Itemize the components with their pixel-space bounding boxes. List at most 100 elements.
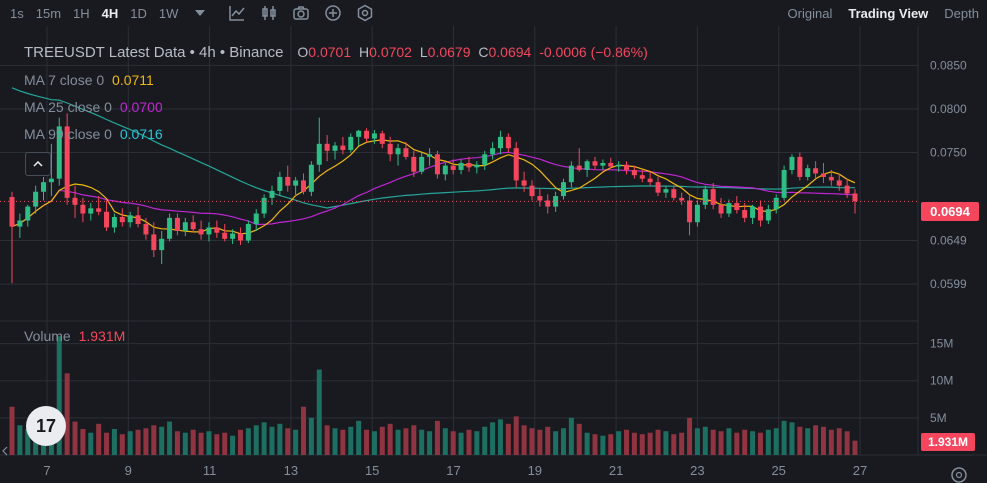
candle-body <box>584 161 590 170</box>
volume-bar <box>261 422 267 455</box>
volume-bar <box>198 432 204 455</box>
indicators-icon[interactable] <box>260 4 278 22</box>
volume-bar <box>592 434 598 455</box>
candle-body <box>513 148 519 181</box>
price-tick-label: 0.0850 <box>930 58 967 72</box>
candle-body <box>647 178 653 183</box>
price-tick-label: 0.0800 <box>930 102 967 116</box>
view-switcher: Original Trading View Depth <box>780 0 987 26</box>
volume-bar <box>781 420 787 455</box>
volume-bar <box>56 336 62 455</box>
volume-bar <box>820 426 826 455</box>
candle-body <box>293 180 299 186</box>
view-trading-view[interactable]: Trading View <box>848 5 929 21</box>
volume-bar <box>750 431 756 455</box>
volume-value: 1.931M <box>78 328 126 344</box>
candle-body <box>726 203 732 214</box>
candle-body <box>545 200 551 207</box>
volume-bar <box>25 429 31 455</box>
candle-body <box>119 217 125 223</box>
date-tick-label: 11 <box>203 463 217 478</box>
timeframe-toolbar: 1s 15m 1H 4H 1D 1W <box>0 0 987 26</box>
candle-body <box>466 162 472 168</box>
volume-bar <box>316 369 322 455</box>
volume-bar <box>206 431 212 455</box>
volume-bar <box>718 431 724 455</box>
candle-body <box>529 185 535 197</box>
date-tick-label: 7 <box>43 463 50 478</box>
candle-body <box>813 168 819 174</box>
timeframe-1w[interactable]: 1W <box>158 5 179 21</box>
volume-bar <box>497 419 503 455</box>
volume-bar <box>813 425 819 455</box>
view-original[interactable]: Original <box>787 5 833 21</box>
candle-body <box>96 208 102 212</box>
volume-bar <box>356 420 362 455</box>
low-label: L <box>419 44 428 60</box>
volume-bar <box>151 425 157 455</box>
volume-bar <box>576 423 582 455</box>
candle-body <box>88 208 94 214</box>
tradingview-logo[interactable]: 17 <box>26 406 66 446</box>
volume-bar <box>245 428 251 455</box>
candle-body <box>505 136 511 149</box>
ma25-legend: MA 25 close 0 0.0700 <box>24 99 167 115</box>
timeframe-4h[interactable]: 4H <box>101 5 119 21</box>
candle-body <box>364 130 370 139</box>
volume-bar <box>167 421 173 455</box>
timeframe-1d[interactable]: 1D <box>130 5 147 21</box>
candle-body <box>521 180 527 186</box>
add-indicator-icon[interactable] <box>324 4 342 22</box>
volume-bar <box>584 432 590 455</box>
candle-body <box>356 130 362 137</box>
price-tick-label: 0.0750 <box>930 146 967 160</box>
candle-body <box>56 126 62 179</box>
date-tick-label: 15 <box>365 463 379 478</box>
volume-bar <box>742 429 748 455</box>
candlestick-chart[interactable]: 0.0850 0.0800 0.0750 0.0649 0.0599 15M 10M 5M 7 9… <box>0 26 987 483</box>
candle-body <box>159 238 165 251</box>
date-tick-label: 27 <box>853 463 867 478</box>
candle-body <box>434 154 440 175</box>
timeframe-dropdown-icon[interactable] <box>191 4 209 22</box>
volume-bar <box>419 429 425 455</box>
candle-body <box>245 223 251 241</box>
timeframe-1s[interactable]: 1s <box>10 5 24 21</box>
volume-legend: Volume 1.931M <box>24 328 129 344</box>
scroll-left-icon <box>2 446 8 456</box>
settings-gear-icon[interactable] <box>356 4 374 22</box>
volume-bar <box>427 431 433 455</box>
volume-bar <box>364 429 370 455</box>
volume-bar <box>17 425 23 455</box>
candle-body <box>844 185 850 194</box>
volume-bar <box>458 432 464 455</box>
candle-body <box>482 154 488 165</box>
candle-body <box>285 176 291 186</box>
timeframe-15m[interactable]: 15m <box>35 5 62 21</box>
date-tick-label: 23 <box>690 463 704 478</box>
volume-bar <box>828 429 834 455</box>
volume-bar <box>600 435 606 455</box>
candle-body <box>568 165 574 183</box>
timeframe-1h[interactable]: 1H <box>73 5 90 21</box>
collapse-legend-button[interactable] <box>25 152 51 176</box>
candle-body <box>553 196 559 207</box>
close-value: 0.0694 <box>488 44 532 60</box>
candle-body <box>237 233 243 241</box>
candle-body <box>230 233 236 239</box>
last-volume-tag: 1.931M <box>921 433 975 451</box>
ma7-label: MA 7 close 0 <box>24 72 105 88</box>
candle-body <box>135 215 141 224</box>
symbol-legend: TREEUSDT Latest Data • 4h • Binance O0.0… <box>24 44 652 61</box>
volume-bar <box>639 434 645 455</box>
chart-settings-icon[interactable] <box>228 4 246 22</box>
candle-body <box>143 223 149 235</box>
camera-icon[interactable] <box>292 4 310 22</box>
close-label: C <box>478 44 489 60</box>
volume-bar <box>773 428 779 455</box>
candle-body <box>852 193 858 202</box>
view-depth[interactable]: Depth <box>944 5 979 21</box>
candle-body <box>324 143 330 151</box>
candle-body <box>718 204 724 214</box>
volume-bar <box>450 431 456 455</box>
